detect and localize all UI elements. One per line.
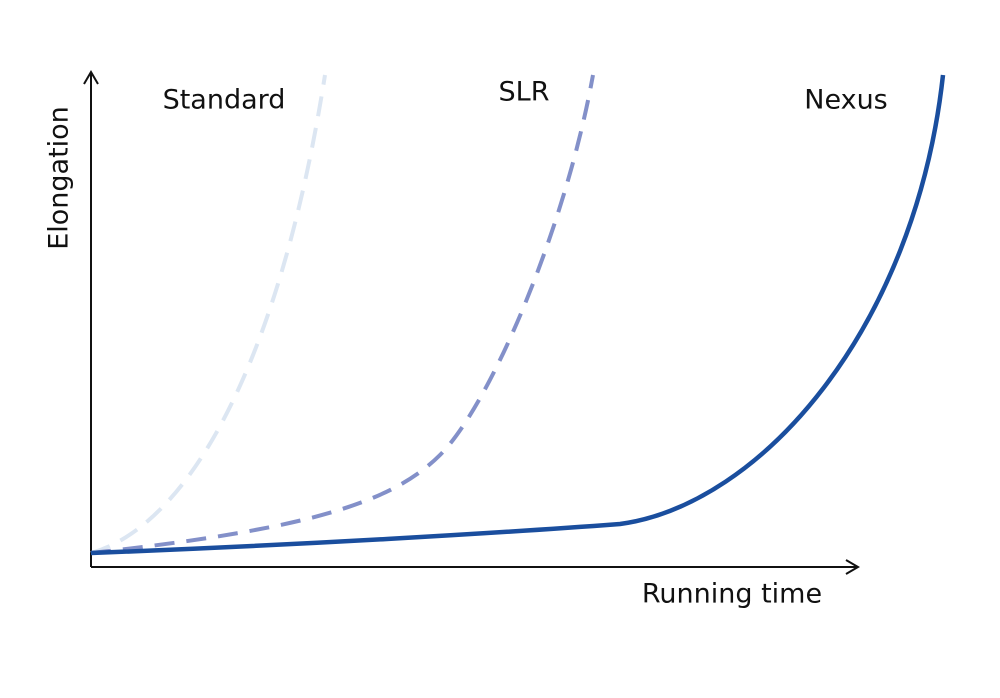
standard-curve (90, 74, 327, 555)
curve-label: Nexus (804, 85, 888, 116)
x-axis-label: Running time (642, 579, 822, 610)
curve-label: Standard (163, 85, 286, 116)
slr-curve (90, 74, 595, 555)
y-axis-arrow (83, 70, 99, 85)
curve-label: SLR (499, 77, 550, 108)
y-axis-label: Elongation (44, 106, 75, 250)
x-axis-arrow (845, 559, 860, 575)
nexus-curve (90, 74, 946, 556)
